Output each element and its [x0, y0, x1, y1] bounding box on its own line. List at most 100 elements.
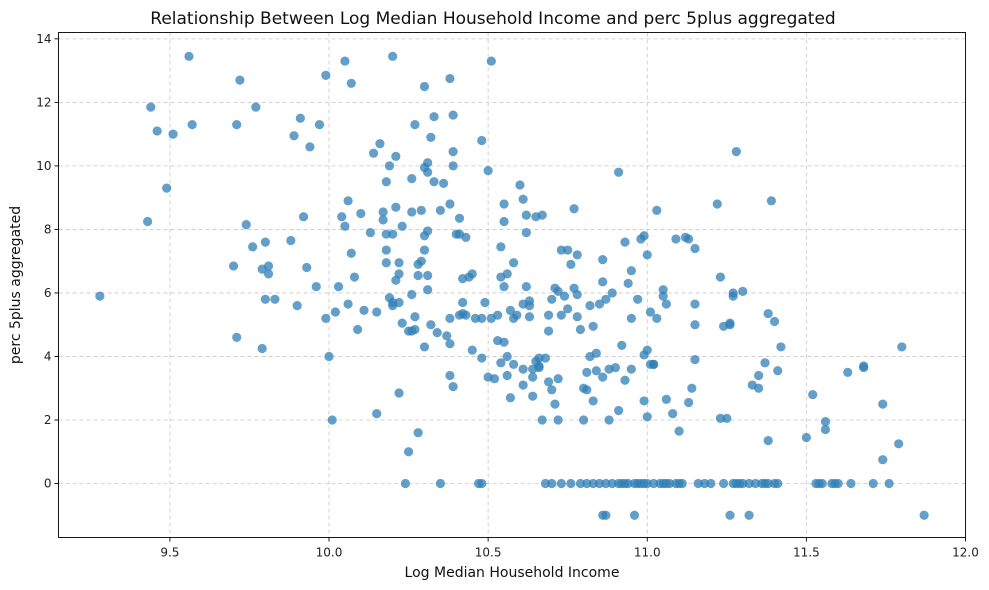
data-point [642, 250, 652, 260]
data-point [493, 310, 503, 320]
data-point [152, 126, 162, 136]
data-point [543, 326, 554, 336]
data-point [645, 307, 656, 317]
data-point [563, 245, 573, 255]
data-point [620, 375, 630, 385]
data-point [508, 359, 519, 370]
data-point [477, 478, 487, 489]
data-point [556, 245, 566, 255]
data-point [311, 281, 321, 292]
data-point [508, 258, 519, 268]
data-point [884, 478, 894, 489]
data-point [594, 478, 605, 489]
y-tick-label: 12 [36, 95, 51, 109]
data-point [407, 207, 417, 217]
data-point [448, 110, 458, 120]
data-point [763, 478, 773, 489]
data-point [658, 291, 668, 301]
data-points [95, 51, 929, 520]
data-point [773, 366, 783, 376]
x-axis-ticks: 9.5 10.0 10.5 11.0 11.5 12.0 [160, 537, 979, 560]
y-tick-label: 6 [44, 286, 52, 300]
data-point [668, 409, 678, 419]
y-tick-label: 4 [44, 349, 52, 363]
data-point [502, 351, 512, 362]
data-point [744, 510, 754, 520]
data-point [445, 313, 455, 323]
data-point [458, 297, 468, 308]
data-point [410, 312, 420, 322]
data-point [553, 415, 563, 425]
data-point [690, 299, 700, 309]
data-point [750, 478, 761, 489]
data-point [496, 358, 506, 368]
data-point [187, 120, 197, 130]
data-point [518, 380, 528, 390]
data-point [550, 399, 560, 409]
data-point [543, 310, 554, 320]
data-point [143, 216, 153, 227]
data-point [445, 370, 455, 381]
data-point [442, 331, 452, 341]
data-point [438, 178, 449, 188]
data-point [607, 288, 617, 298]
data-point [725, 510, 735, 520]
data-point [232, 332, 242, 343]
data-point [817, 478, 827, 489]
data-point [623, 278, 633, 289]
y-axis-ticks: 0 2 4 6 8 10 12 14 [36, 32, 59, 491]
data-point [518, 194, 528, 204]
data-point [582, 478, 592, 489]
data-point [572, 250, 582, 260]
data-point [235, 75, 245, 85]
data-point [419, 342, 430, 352]
data-point [340, 56, 350, 66]
data-point [146, 102, 156, 112]
data-point [738, 286, 748, 296]
data-point [566, 478, 576, 489]
y-tick-label: 0 [44, 477, 52, 491]
data-point [419, 245, 430, 255]
data-point [649, 359, 659, 370]
data-point [591, 348, 601, 358]
data-point [416, 256, 426, 266]
x-tick-label: 11.5 [793, 546, 820, 560]
data-point [639, 231, 649, 241]
data-point [725, 320, 735, 330]
data-point [598, 277, 608, 287]
data-point [556, 478, 566, 489]
data-point [378, 215, 388, 225]
data-point [410, 120, 420, 130]
data-point [671, 234, 681, 244]
data-point [426, 132, 436, 142]
data-point [738, 478, 748, 489]
data-point [878, 455, 888, 465]
data-point [754, 383, 764, 393]
data-point [321, 313, 331, 323]
data-point [337, 212, 347, 222]
data-point [642, 345, 652, 355]
y-axis-title: perc 5plus aggregated [8, 206, 24, 364]
data-point [426, 320, 436, 330]
data-point [260, 294, 270, 304]
data-point [614, 405, 624, 416]
data-point [372, 409, 382, 419]
data-point [480, 297, 490, 308]
data-point [372, 307, 382, 317]
data-point [690, 320, 700, 330]
data-point [260, 237, 270, 247]
data-point [585, 301, 595, 311]
data-point [808, 389, 818, 400]
data-point [394, 258, 404, 268]
data-point [626, 266, 636, 276]
data-point [95, 291, 105, 301]
data-point [566, 259, 576, 269]
data-point [394, 388, 404, 398]
data-point [368, 148, 379, 158]
data-point [674, 426, 684, 436]
data-point [868, 478, 878, 489]
y-tick-label: 14 [36, 32, 51, 46]
data-point [591, 366, 601, 376]
data-point [722, 413, 732, 423]
